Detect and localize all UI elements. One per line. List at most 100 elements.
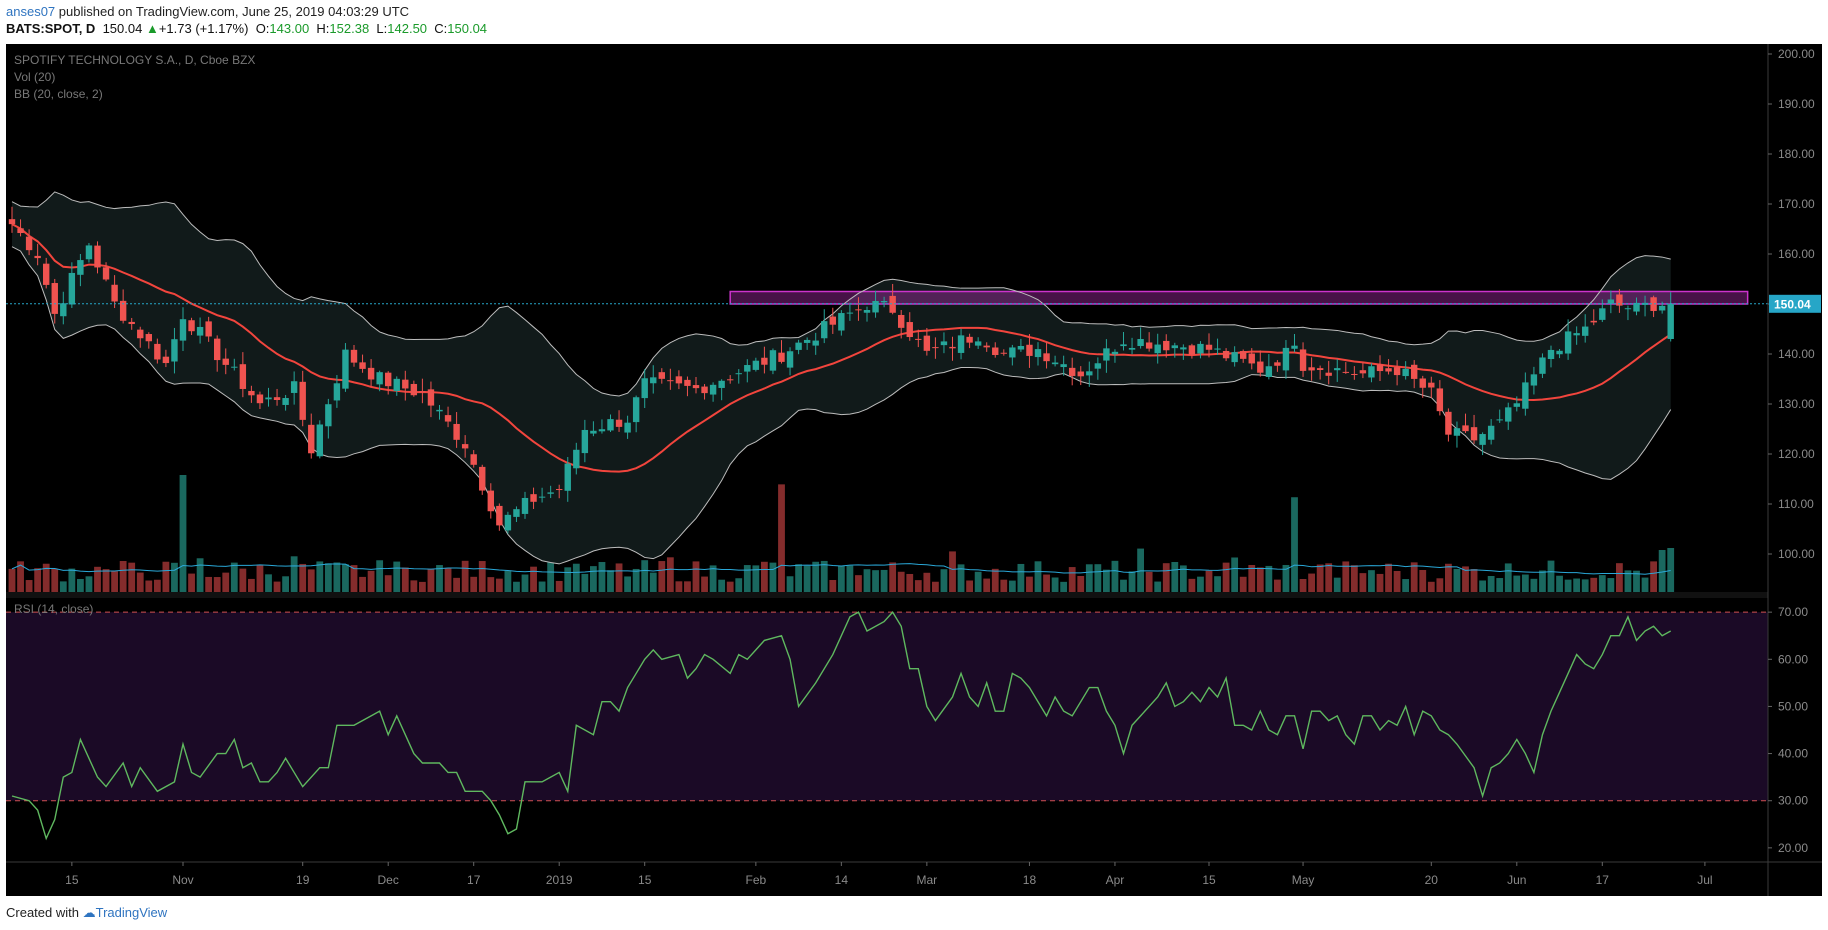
candle[interactable]: [410, 380, 418, 397]
candle[interactable]: [1248, 348, 1255, 370]
candle[interactable]: [453, 412, 460, 448]
candle[interactable]: [513, 506, 520, 523]
candle[interactable]: [51, 278, 58, 324]
candle[interactable]: [479, 464, 486, 495]
candle[interactable]: [1368, 363, 1375, 383]
candle[interactable]: [581, 419, 589, 463]
candle[interactable]: [812, 332, 819, 355]
candle[interactable]: [1051, 355, 1059, 367]
candle[interactable]: [60, 291, 67, 325]
candle[interactable]: [316, 420, 323, 459]
candle[interactable]: [43, 257, 50, 289]
candle[interactable]: [1539, 353, 1546, 379]
candle[interactable]: [983, 342, 990, 352]
candle[interactable]: [573, 442, 580, 475]
candle[interactable]: [1351, 366, 1358, 380]
candle[interactable]: [1479, 432, 1486, 456]
candle[interactable]: [1325, 360, 1332, 385]
candle[interactable]: [923, 327, 931, 356]
candle[interactable]: [1034, 342, 1042, 366]
candle[interactable]: [265, 387, 272, 407]
candle[interactable]: [1154, 333, 1161, 364]
candle[interactable]: [735, 369, 742, 384]
candle[interactable]: [590, 421, 597, 437]
candle[interactable]: [855, 297, 862, 321]
price-pane[interactable]: [6, 191, 1822, 598]
candle[interactable]: [1069, 357, 1076, 386]
candle[interactable]: [521, 491, 529, 519]
candle[interactable]: [1419, 375, 1426, 398]
candle[interactable]: [94, 241, 101, 274]
candle[interactable]: [1188, 343, 1196, 359]
candle[interactable]: [1163, 334, 1170, 358]
candle[interactable]: [949, 336, 956, 361]
candle[interactable]: [718, 379, 725, 401]
candle[interactable]: [393, 376, 400, 396]
candle[interactable]: [769, 348, 777, 375]
candle[interactable]: [1402, 361, 1409, 380]
candle[interactable]: [778, 340, 785, 364]
candle[interactable]: [1240, 349, 1247, 363]
candle[interactable]: [556, 484, 563, 499]
candle[interactable]: [1590, 309, 1597, 326]
candle[interactable]: [1103, 339, 1110, 373]
candle[interactable]: [1556, 349, 1563, 359]
candle[interactable]: [1462, 413, 1469, 434]
candle[interactable]: [222, 348, 229, 375]
candle[interactable]: [85, 242, 93, 263]
candle[interactable]: [692, 377, 700, 394]
rsi-pane[interactable]: [6, 610, 1768, 841]
candle[interactable]: [1573, 326, 1580, 345]
candle[interactable]: [650, 365, 657, 394]
candle[interactable]: [786, 347, 794, 376]
candle[interactable]: [1496, 409, 1503, 423]
candle[interactable]: [1624, 305, 1632, 321]
candle[interactable]: [1077, 366, 1084, 386]
candle[interactable]: [1060, 355, 1067, 376]
candle[interactable]: [658, 368, 665, 384]
candle[interactable]: [273, 388, 281, 406]
candle[interactable]: [709, 382, 717, 402]
candle[interactable]: [624, 415, 631, 439]
candle[interactable]: [1265, 354, 1273, 380]
candle[interactable]: [1582, 314, 1589, 343]
candle[interactable]: [333, 375, 341, 408]
candle[interactable]: [1522, 372, 1529, 416]
candle[interactable]: [675, 370, 683, 390]
candle[interactable]: [1128, 337, 1136, 355]
candle[interactable]: [1411, 360, 1418, 389]
candle[interactable]: [205, 316, 212, 342]
candle[interactable]: [171, 327, 178, 374]
candle[interactable]: [966, 333, 973, 349]
candle[interactable]: [632, 395, 640, 433]
candle[interactable]: [1513, 396, 1520, 412]
candle[interactable]: [496, 503, 503, 531]
candle[interactable]: [188, 317, 195, 336]
candle[interactable]: [1650, 295, 1657, 318]
candle[interactable]: [838, 310, 845, 336]
candle[interactable]: [119, 289, 127, 324]
candle[interactable]: [1086, 361, 1093, 387]
candle[interactable]: [547, 485, 554, 499]
candle[interactable]: [880, 296, 888, 308]
candle[interactable]: [8, 206, 16, 233]
candle[interactable]: [607, 414, 614, 432]
candle[interactable]: [1599, 299, 1606, 323]
candle[interactable]: [915, 329, 922, 348]
candle[interactable]: [487, 483, 494, 519]
candle[interactable]: [727, 375, 734, 384]
candle[interactable]: [992, 342, 999, 358]
candle[interactable]: [162, 349, 170, 368]
candle[interactable]: [1145, 332, 1153, 352]
candle[interactable]: [1214, 338, 1221, 355]
candle[interactable]: [179, 307, 187, 351]
candle[interactable]: [1385, 359, 1392, 375]
candle[interactable]: [504, 511, 512, 534]
candle[interactable]: [1009, 344, 1016, 366]
candle[interactable]: [863, 306, 871, 322]
candle[interactable]: [1197, 341, 1204, 359]
candle[interactable]: [444, 406, 452, 428]
candle[interactable]: [803, 337, 811, 350]
candle[interactable]: [932, 337, 939, 359]
